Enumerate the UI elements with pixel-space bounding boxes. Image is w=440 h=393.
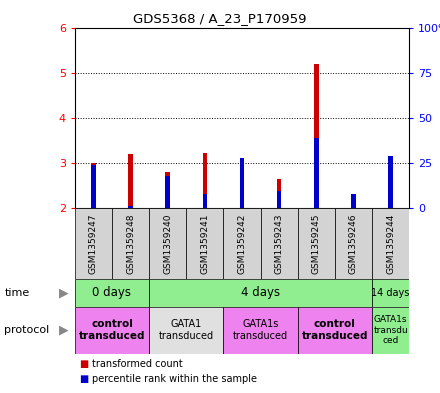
Text: GATA1s
transduced: GATA1s transduced — [233, 320, 288, 341]
Text: GATA1s
transdu
ced: GATA1s transdu ced — [373, 315, 408, 345]
Bar — [112, 208, 149, 279]
Text: ▶: ▶ — [59, 286, 69, 299]
Bar — [277, 179, 282, 208]
Bar — [240, 159, 244, 208]
Bar — [149, 307, 224, 354]
Bar — [149, 208, 186, 279]
Bar — [277, 191, 282, 208]
Bar — [91, 163, 95, 208]
Text: 0 days: 0 days — [92, 286, 132, 299]
Bar — [165, 176, 170, 208]
Bar — [224, 307, 298, 354]
Text: GSM1359242: GSM1359242 — [238, 213, 246, 274]
Bar — [202, 153, 207, 208]
Bar — [372, 208, 409, 279]
Text: ▶: ▶ — [59, 323, 69, 337]
Text: transformed count: transformed count — [92, 358, 183, 369]
Bar — [389, 156, 393, 208]
Text: GSM1359245: GSM1359245 — [312, 213, 321, 274]
Bar — [351, 204, 356, 208]
Bar — [314, 64, 319, 208]
Bar — [75, 307, 149, 354]
Text: 4 days: 4 days — [241, 286, 280, 299]
Bar — [75, 279, 149, 307]
Text: GDS5368 / A_23_P170959: GDS5368 / A_23_P170959 — [133, 12, 307, 25]
Text: GSM1359241: GSM1359241 — [200, 213, 209, 274]
Bar — [372, 307, 409, 354]
Bar — [260, 208, 298, 279]
Bar — [372, 279, 409, 307]
Text: GATA1
transduced: GATA1 transduced — [159, 320, 214, 341]
Text: GSM1359248: GSM1359248 — [126, 213, 135, 274]
Text: percentile rank within the sample: percentile rank within the sample — [92, 374, 257, 384]
Text: GSM1359246: GSM1359246 — [349, 213, 358, 274]
Text: GSM1359243: GSM1359243 — [275, 213, 284, 274]
Bar — [165, 172, 170, 208]
Bar — [186, 208, 224, 279]
Text: ■: ■ — [79, 374, 88, 384]
Bar — [149, 279, 372, 307]
Text: ■: ■ — [79, 358, 88, 369]
Bar — [240, 158, 244, 208]
Text: 14 days: 14 days — [371, 288, 410, 298]
Bar — [75, 208, 112, 279]
Bar — [389, 163, 393, 208]
Bar — [351, 194, 356, 208]
Bar — [91, 165, 95, 208]
Bar — [314, 138, 319, 208]
Text: protocol: protocol — [4, 325, 50, 335]
Bar — [128, 206, 133, 208]
Text: GSM1359247: GSM1359247 — [89, 213, 98, 274]
Text: GSM1359240: GSM1359240 — [163, 213, 172, 274]
Bar — [224, 208, 260, 279]
Text: control
transduced: control transduced — [302, 320, 368, 341]
Text: time: time — [4, 288, 29, 298]
Text: control
transduced: control transduced — [79, 320, 145, 341]
Bar — [298, 307, 372, 354]
Bar — [128, 154, 133, 208]
Bar — [335, 208, 372, 279]
Bar — [202, 194, 207, 208]
Bar — [298, 208, 335, 279]
Text: GSM1359244: GSM1359244 — [386, 213, 395, 274]
